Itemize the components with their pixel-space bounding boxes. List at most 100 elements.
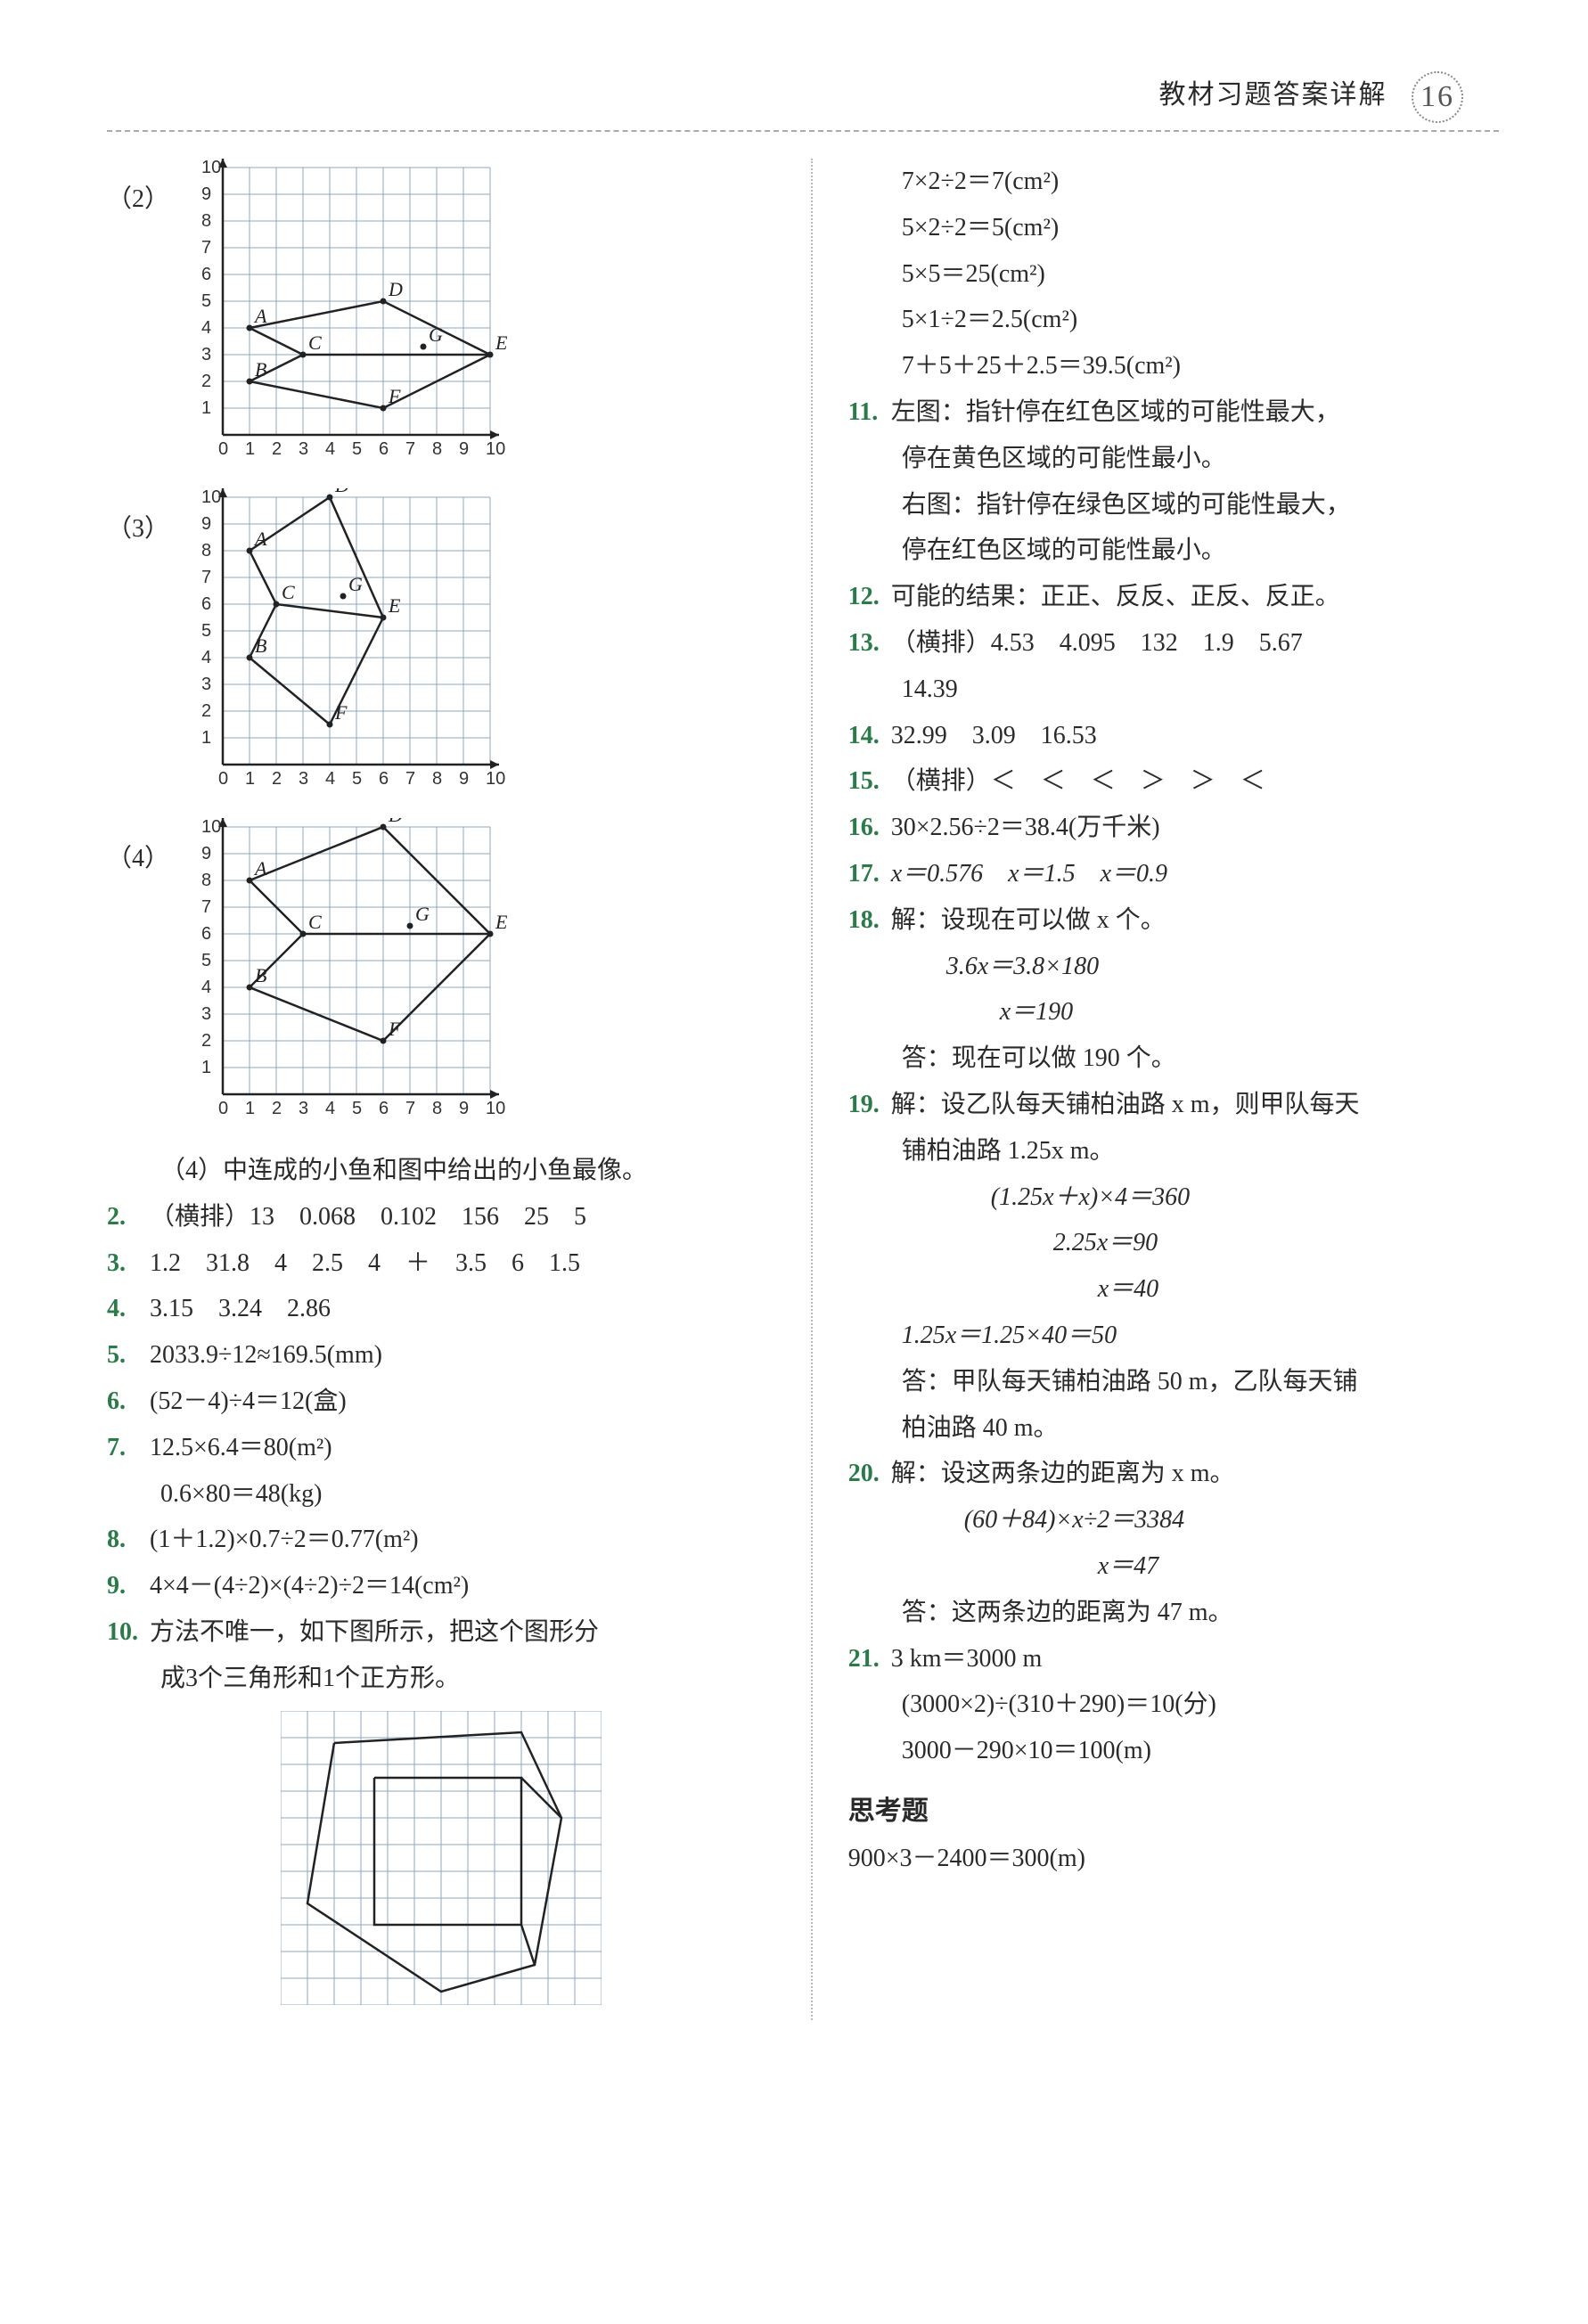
svg-text:0: 0: [218, 1099, 228, 1118]
q6-text: (52－4)÷4＝12(盒): [150, 1387, 347, 1415]
q4-num: 4.: [107, 1286, 150, 1332]
svg-text:A: A: [253, 305, 267, 327]
svg-text:5: 5: [352, 439, 362, 459]
svg-text:1: 1: [245, 439, 255, 459]
q21-num: 21.: [848, 1636, 891, 1682]
svg-text:9: 9: [459, 769, 469, 789]
svg-text:B: B: [255, 358, 266, 381]
svg-text:6: 6: [201, 924, 211, 944]
chart-label: （3）: [107, 488, 187, 552]
svg-text:2: 2: [272, 769, 282, 789]
q10: 10.方法不唯一，如下图所示，把这个图形分: [107, 1609, 775, 1656]
q17-num: 17.: [848, 851, 891, 897]
svg-text:8: 8: [432, 439, 442, 459]
q2-num: 2.: [107, 1194, 150, 1240]
chart-row: （3）01234567891012345678910ABCDEFG: [107, 488, 775, 809]
q20-l1: 解：设这两条边的距离为 x m。: [891, 1460, 1235, 1487]
svg-text:4: 4: [325, 1099, 335, 1118]
svg-text:7: 7: [201, 238, 211, 258]
svg-text:9: 9: [459, 1099, 469, 1118]
svg-text:F: F: [334, 701, 348, 724]
svg-text:7: 7: [405, 439, 415, 459]
svg-text:10: 10: [201, 159, 221, 177]
chart-row: （2）01234567891012345678910ABCDEFG: [107, 159, 775, 479]
svg-text:9: 9: [201, 844, 211, 863]
q19-l2: 铺柏油路 1.25x m。: [848, 1128, 1517, 1174]
q18-num: 18.: [848, 897, 891, 944]
q9-num: 9.: [107, 1563, 150, 1609]
q10-l2: 成3个三角形和1个正方形。: [107, 1656, 775, 1702]
svg-text:3: 3: [299, 769, 308, 789]
q15-text: （横排）＜ ＜ ＜ ＞ ＞ ＜: [891, 767, 1265, 795]
q14: 14.32.99 3.09 16.53: [848, 713, 1517, 759]
q2: 2.（横排）13 0.068 0.102 156 25 5: [107, 1194, 775, 1240]
svg-text:2: 2: [201, 372, 211, 391]
svg-text:D: D: [334, 488, 349, 496]
think-text: 900×3－2400＝300(m): [848, 1836, 1517, 1882]
q3: 3.1.2 31.8 4 2.5 4 ＋ 3.5 6 1.5: [107, 1240, 775, 1287]
q20-l4: 答：这两条边的距离为 47 m。: [848, 1590, 1517, 1636]
q5-text: 2033.9÷12≈169.5(mm): [150, 1341, 382, 1369]
svg-text:9: 9: [459, 439, 469, 459]
svg-text:5: 5: [201, 291, 211, 311]
q15-num: 15.: [848, 758, 891, 805]
svg-text:1: 1: [201, 1058, 211, 1077]
top-eq-2: 5×2÷2＝5(cm²): [848, 205, 1517, 251]
svg-text:E: E: [495, 911, 508, 933]
header-title: 教材习题答案详解: [1159, 80, 1387, 110]
svg-text:G: G: [348, 573, 363, 595]
svg-text:C: C: [308, 331, 322, 354]
svg-text:4: 4: [325, 769, 335, 789]
q7-l1: 12.5×6.4＝80(m²): [150, 1434, 332, 1461]
q19-l3: (1.25x＋x)×4＝360: [848, 1174, 1517, 1221]
svg-text:5: 5: [201, 621, 211, 641]
q19-l5: x＝40: [848, 1266, 1517, 1313]
svg-text:4: 4: [201, 318, 211, 338]
q21-l1: 3 km＝3000 m: [891, 1645, 1043, 1673]
svg-text:B: B: [255, 964, 266, 986]
svg-text:0: 0: [218, 769, 228, 789]
svg-text:C: C: [282, 581, 295, 603]
svg-text:A: A: [253, 528, 267, 550]
q13-num: 13.: [848, 620, 891, 667]
q19-num: 19.: [848, 1082, 891, 1128]
svg-text:5: 5: [201, 951, 211, 970]
svg-text:7: 7: [405, 1099, 415, 1118]
page-header: 教材习题答案详解 16: [107, 71, 1499, 123]
svg-text:F: F: [388, 385, 401, 407]
q21: 21.3 km＝3000 m: [848, 1636, 1517, 1682]
q15: 15.（横排）＜ ＜ ＜ ＞ ＞ ＜: [848, 758, 1517, 805]
q11: 11.左图：指针停在红色区域的可能性最大，: [848, 389, 1517, 436]
svg-text:3: 3: [201, 1004, 211, 1024]
svg-text:6: 6: [379, 439, 389, 459]
svg-text:G: G: [429, 323, 443, 346]
svg-text:6: 6: [201, 265, 211, 284]
q13-l1: （横排）4.53 4.095 132 1.9 5.67: [891, 629, 1303, 657]
svg-text:8: 8: [432, 1099, 442, 1118]
q7-l2: 0.6×80＝48(kg): [107, 1471, 775, 1518]
q12-text: 可能的结果：正正、反反、正反、反正。: [891, 583, 1340, 610]
svg-text:D: D: [388, 278, 403, 300]
svg-text:9: 9: [201, 184, 211, 204]
q7-num: 7.: [107, 1425, 150, 1471]
coord-chart: 01234567891012345678910ABCDEFG: [187, 159, 508, 479]
q11-l3: 右图：指针停在绿色区域的可能性最大，: [848, 482, 1517, 528]
q11-num: 11.: [848, 389, 891, 436]
q20-l3: x＝47: [848, 1543, 1517, 1590]
svg-text:8: 8: [201, 211, 211, 231]
q14-num: 14.: [848, 713, 891, 759]
q13-l2: 14.39: [848, 667, 1517, 713]
svg-text:3: 3: [201, 675, 211, 694]
top-eq-1: 7×2÷2＝7(cm²): [848, 159, 1517, 205]
q18: 18.解：设现在可以做 x 个。: [848, 897, 1517, 944]
coord-chart: 01234567891012345678910ABCDEFG: [187, 818, 508, 1139]
svg-text:1: 1: [201, 398, 211, 418]
svg-text:1: 1: [245, 1099, 255, 1118]
svg-text:4: 4: [201, 978, 211, 997]
svg-text:7: 7: [201, 568, 211, 587]
q18-l4: 答：现在可以做 190 个。: [848, 1035, 1517, 1082]
chart-label: （2）: [107, 159, 187, 223]
svg-text:B: B: [255, 634, 266, 657]
q10-num: 10.: [107, 1609, 150, 1656]
right-column: 7×2÷2＝7(cm²) 5×2÷2＝5(cm²) 5×5＝25(cm²) 5×…: [848, 159, 1517, 2020]
